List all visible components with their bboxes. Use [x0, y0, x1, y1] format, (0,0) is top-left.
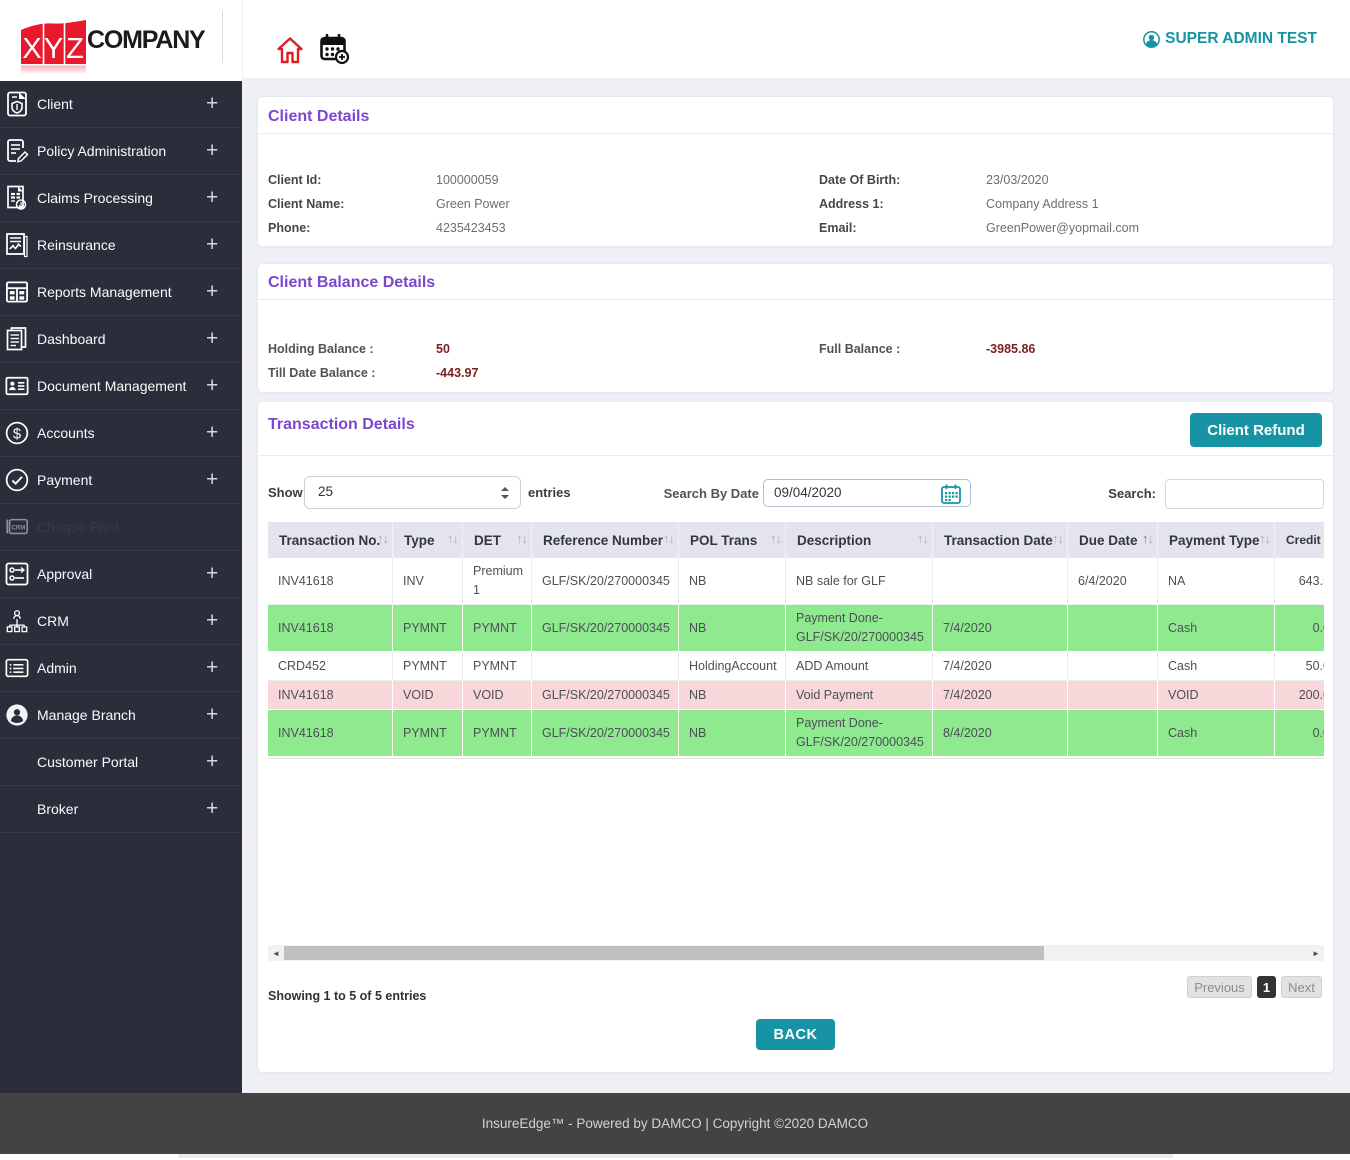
svg-text:X: X: [22, 33, 41, 65]
svg-text:CRM: CRM: [12, 525, 26, 531]
svg-text:Y: Y: [44, 33, 63, 65]
svg-text:Z: Z: [66, 33, 84, 65]
svg-text:$: $: [13, 427, 21, 443]
